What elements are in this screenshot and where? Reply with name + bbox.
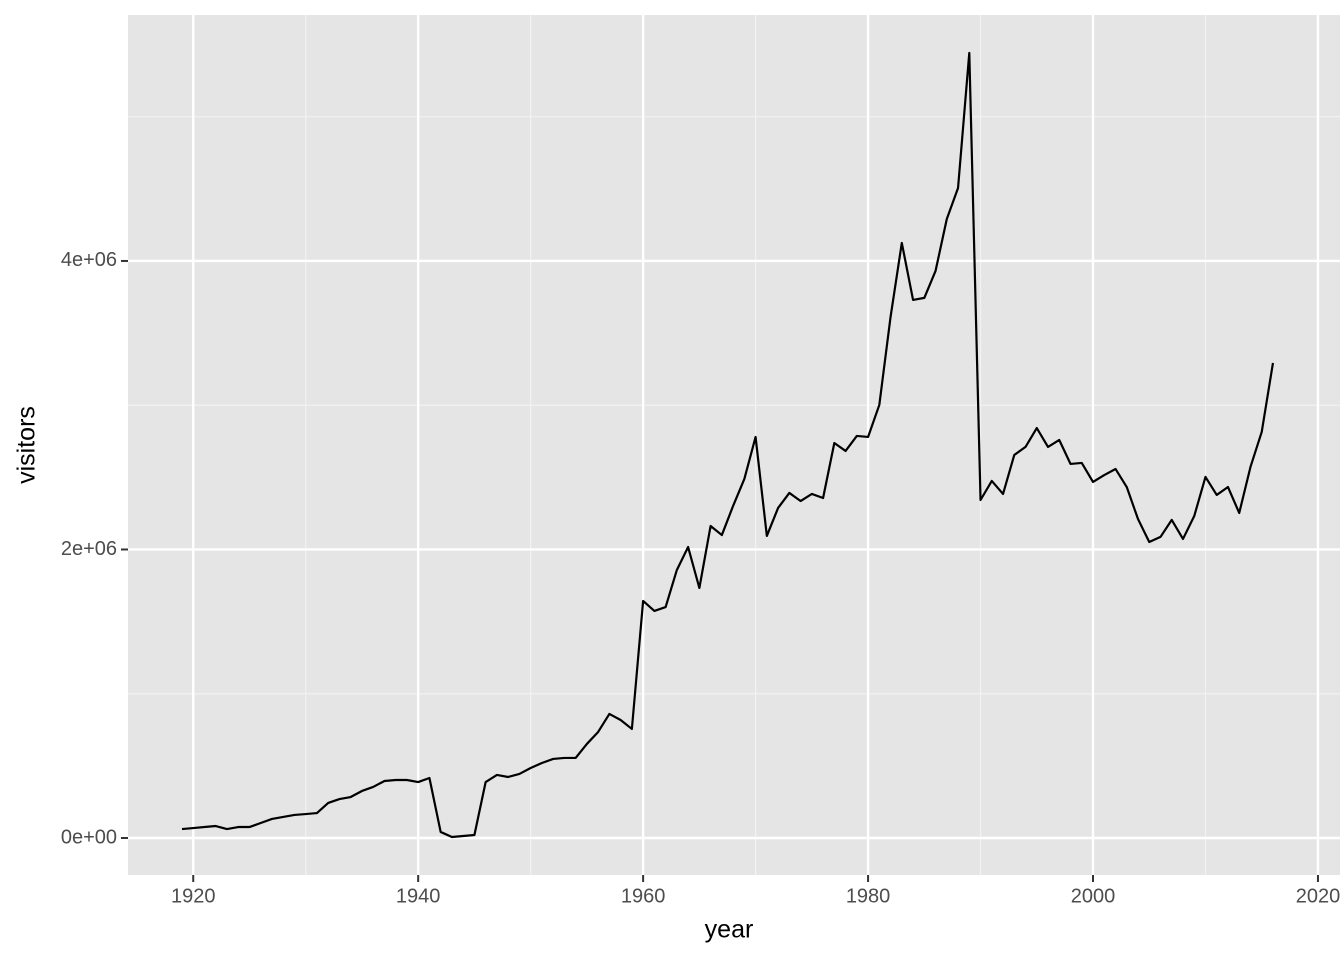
line — [181, 51, 1275, 839]
x-tick-label: 2020 — [1296, 885, 1341, 907]
x-tick-label: 1960 — [621, 885, 666, 907]
x-tick-label: 1940 — [396, 885, 441, 907]
panel — [128, 15, 1340, 875]
x-tick-label: 1980 — [846, 885, 891, 907]
y-tick-label: 4e+06 — [61, 249, 117, 271]
x-axis-title: year — [705, 916, 754, 944]
x-tick-label: 1920 — [171, 885, 216, 907]
x-tick-label: 2000 — [1071, 885, 1116, 907]
y-tick-label: 0e+00 — [61, 826, 117, 848]
y-axis-title: visitors — [13, 406, 41, 484]
y-tick-label: 2e+06 — [61, 538, 117, 560]
